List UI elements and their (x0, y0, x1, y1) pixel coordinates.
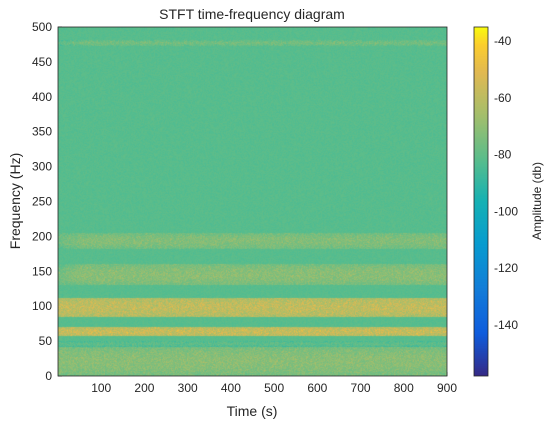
colorbar-tick-label: -100 (494, 204, 518, 218)
x-tick-label: 300 (178, 381, 198, 395)
colorbar-axis: -40 -60 -80 -100 -120 -140 (485, 34, 518, 332)
colorbar-tick-label: -140 (494, 318, 518, 332)
colorbar-tick-label: -120 (494, 261, 518, 275)
y-axis: 0 50 100 150 200 250 300 350 400 450 500 (32, 20, 62, 383)
y-tick-label: 0 (45, 369, 52, 383)
x-tick-label: 700 (351, 381, 371, 395)
x-tick-label: 800 (394, 381, 414, 395)
y-tick-label: 150 (32, 264, 52, 278)
y-tick-label: 400 (32, 90, 52, 104)
x-tick-label: 400 (221, 381, 241, 395)
y-tick-label: 100 (32, 299, 52, 313)
colorbar (474, 27, 488, 376)
colorbar-label: Amplitude (db) (530, 162, 544, 240)
x-tick-label: 200 (134, 381, 154, 395)
y-tick-label: 450 (32, 55, 52, 69)
y-tick-label: 250 (32, 195, 52, 209)
x-axis-label: Time (s) (227, 403, 278, 419)
y-tick-label: 300 (32, 160, 52, 174)
y-tick-label: 350 (32, 125, 52, 139)
colorbar-tick-label: -40 (494, 34, 512, 48)
spectrogram-heatmap (58, 27, 447, 376)
y-tick-label: 200 (32, 229, 52, 243)
y-tick-label: 500 (32, 20, 52, 34)
chart-title: STFT time-frequency diagram (159, 6, 345, 22)
colorbar-tick-label: -80 (494, 148, 512, 162)
x-tick-label: 100 (91, 381, 111, 395)
x-axis: 100 200 300 400 500 600 700 800 900 (91, 372, 457, 395)
x-tick-label: 600 (307, 381, 327, 395)
y-axis-label: Frequency (Hz) (7, 153, 23, 249)
x-tick-label: 500 (264, 381, 284, 395)
x-tick-label: 900 (437, 381, 457, 395)
colorbar-tick-label: -60 (494, 91, 512, 105)
y-tick-label: 50 (39, 334, 53, 348)
